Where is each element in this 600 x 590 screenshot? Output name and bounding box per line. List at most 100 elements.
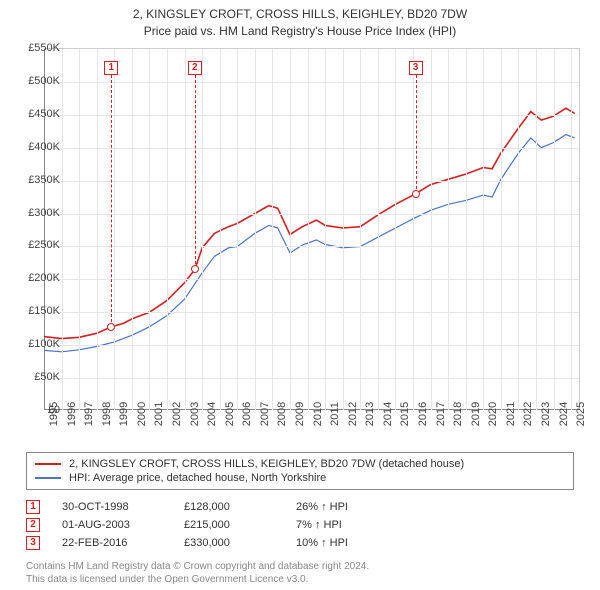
x-tick-label: 2022 [522,402,534,426]
gridline-v [378,49,379,410]
gridline-v [431,49,432,410]
chart-container: 2, KINGSLEY CROFT, CROSS HILLS, KEIGHLEY… [0,0,600,590]
x-tick-label: 2015 [399,402,411,426]
x-tick-label: 2004 [206,402,218,426]
x-tick-label: 2010 [312,402,324,426]
gridline-v [272,49,273,410]
x-tick-label: 2005 [224,402,236,426]
sale-date: 01-AUG-2003 [62,519,162,531]
x-tick-label: 2014 [382,402,394,426]
marker-box-3: 3 [409,61,423,75]
x-tick-label: 2016 [417,402,429,426]
gridline-v [413,49,414,410]
x-tick-label: 2000 [136,402,148,426]
sale-date: 22-FEB-2016 [62,537,162,549]
x-tick-label: 2018 [452,402,464,426]
y-tick-label: £250K [10,239,60,251]
legend-row: 2, KINGSLEY CROFT, CROSS HILLS, KEIGHLEY… [35,457,565,471]
y-tick-label: £350K [10,174,60,186]
gridline-v [554,49,555,410]
sale-diff: 7% ↑ HPI [296,519,406,531]
x-tick-label: 2011 [329,402,341,426]
x-tick-label: 2006 [241,402,253,426]
x-tick-label: 2019 [470,402,482,426]
gridline-v [202,49,203,410]
sale-marker: 1 [26,500,40,514]
x-tick-label: 2002 [171,402,183,426]
gridline-v [237,49,238,410]
marker-dot-2 [191,265,199,273]
gridline-v [79,49,80,410]
x-tick-label: 2003 [189,402,201,426]
marker-dashline-1 [111,75,112,327]
x-tick-label: 1996 [66,402,78,426]
series-property [44,108,575,338]
x-tick-label: 1999 [118,402,130,426]
sale-date: 30-OCT-1998 [62,501,162,513]
gridline-v [97,49,98,410]
gridline-v [483,49,484,410]
gridline-v [448,49,449,410]
attribution-footer: Contains HM Land Registry data © Crown c… [26,560,369,586]
y-tick-label: £100K [10,338,60,350]
footer-line-1: Contains HM Land Registry data © Crown c… [26,560,369,573]
line-series-svg [44,49,580,411]
x-tick-label: 2025 [575,402,587,426]
gridline-v [220,49,221,410]
gridline-h [44,82,579,83]
gridline-v [114,49,115,410]
gridline-h [44,148,579,149]
gridline-h [44,115,579,116]
chart-plot-area: 123 [44,48,580,410]
legend-row: HPI: Average price, detached house, Nort… [35,471,565,485]
sale-diff: 10% ↑ HPI [296,537,406,549]
x-tick-label: 2021 [505,402,517,426]
gridline-v [501,49,502,410]
gridline-v [290,49,291,410]
marker-box-1: 1 [104,61,118,75]
sale-row: 130-OCT-1998£128,00026% ↑ HPI [26,498,406,516]
x-tick-label: 2007 [259,402,271,426]
sale-price: £330,000 [184,537,274,549]
y-tick-label: £300K [10,207,60,219]
y-tick-label: £500K [10,75,60,87]
gridline-v [466,49,467,410]
gridline-h [44,279,579,280]
marker-dot-3 [412,190,420,198]
marker-dot-1 [107,323,115,331]
title-line-1: 2, KINGSLEY CROFT, CROSS HILLS, KEIGHLEY… [0,6,600,23]
sale-row: 322-FEB-2016£330,00010% ↑ HPI [26,534,406,552]
gridline-v [360,49,361,410]
x-tick-label: 1998 [101,402,113,426]
x-tick-label: 2013 [364,402,376,426]
x-tick-label: 1995 [48,402,60,426]
x-tick-label: 2009 [294,402,306,426]
y-tick-label: £450K [10,108,60,120]
y-tick-label: £550K [10,42,60,54]
y-tick-label: £150K [10,305,60,317]
gridline-h [44,246,579,247]
y-tick-label: £50K [10,371,60,383]
gridline-v [325,49,326,410]
gridline-v [518,49,519,410]
gridline-v [571,49,572,410]
series-hpi [44,135,575,352]
gridline-v [149,49,150,410]
sale-price: £215,000 [184,519,274,531]
x-tick-label: 2017 [435,402,447,426]
gridline-v [343,49,344,410]
gridline-h [44,181,579,182]
sale-row: 2 01-AUG-2003 £215,000 7% ↑ HPI [26,516,406,534]
x-tick-label: 2023 [540,402,552,426]
sales-table: 130-OCT-1998£128,00026% ↑ HPI201-AUG-200… [26,498,406,552]
x-tick-label: 2020 [487,402,499,426]
sale-price: £128,000 [184,501,274,513]
legend-box: 2, KINGSLEY CROFT, CROSS HILLS, KEIGHLEY… [26,452,574,490]
title-block: 2, KINGSLEY CROFT, CROSS HILLS, KEIGHLEY… [0,0,600,42]
gridline-h [44,378,579,379]
x-tick-label: 2001 [153,402,165,426]
sale-marker: 2 [26,518,40,532]
gridline-h [44,214,579,215]
legend-swatch [35,477,61,479]
y-tick-label: £200K [10,272,60,284]
